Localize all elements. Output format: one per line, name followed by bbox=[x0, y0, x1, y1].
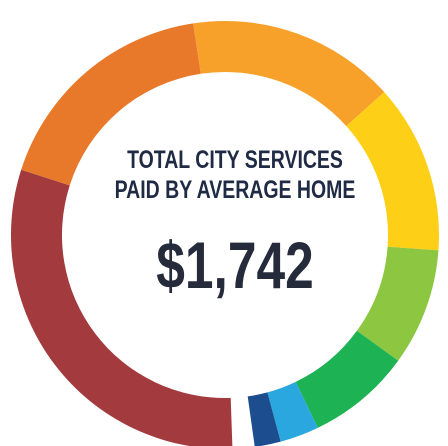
donut-segment bbox=[267, 381, 318, 442]
total-amount: $1,742 bbox=[156, 228, 313, 303]
title-line: PAID BY AVERAGE HOME bbox=[115, 176, 356, 204]
donut-segment bbox=[193, 20, 385, 127]
donut-segment bbox=[11, 169, 233, 446]
donut-segment bbox=[346, 92, 439, 251]
donut-segment bbox=[295, 330, 399, 428]
donut-segment bbox=[247, 392, 281, 446]
donut-segment bbox=[356, 246, 439, 361]
title-group: TOTAL CITY SERVICES PAID BY AVERAGE HOME… bbox=[115, 146, 356, 303]
donut-segment bbox=[21, 23, 201, 186]
donut-ring bbox=[11, 20, 439, 446]
title-line: TOTAL CITY SERVICES bbox=[127, 146, 343, 174]
